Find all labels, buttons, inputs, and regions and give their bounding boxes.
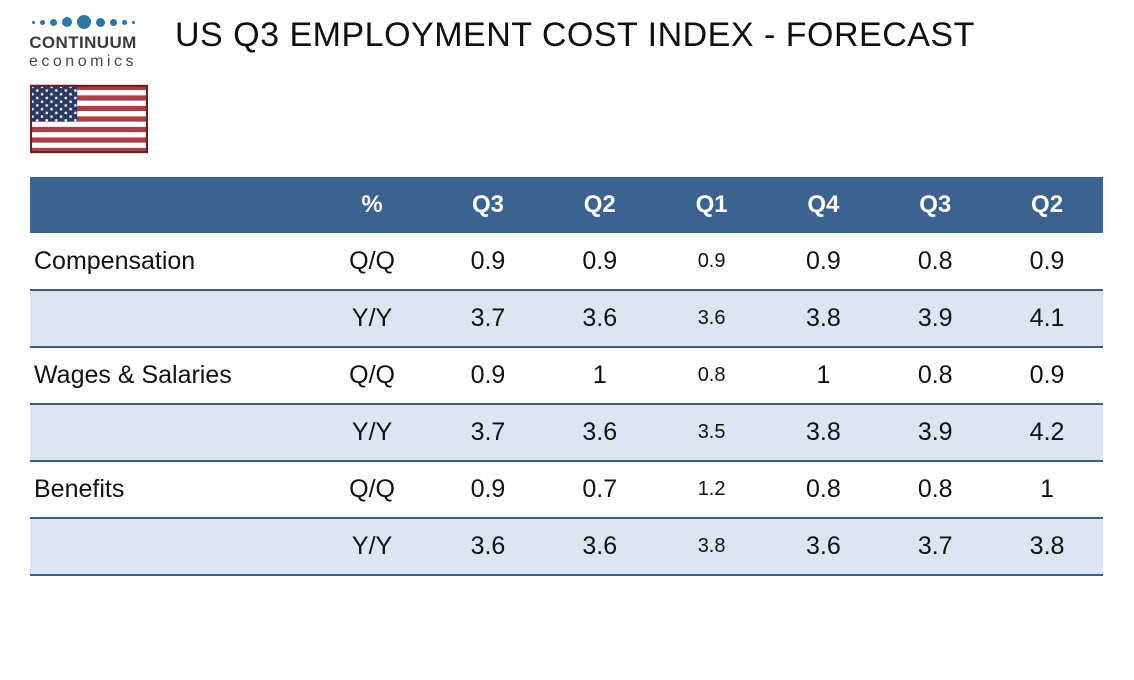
header-cell: Q1: [655, 177, 768, 233]
table-row: Benefits Q/Q 0.9 0.7 1.2 0.8 0.8 1: [30, 461, 1103, 519]
us-flag-icon: [30, 84, 148, 154]
value-cell: 0.8: [767, 461, 880, 519]
header-cell: Q2: [543, 177, 656, 233]
value-cell: 3.6: [655, 290, 768, 348]
value-cell: 3.6: [432, 518, 544, 576]
value-cell: 3.6: [543, 290, 656, 348]
value-cell: 4.1: [991, 290, 1103, 348]
row-label: Compensation: [30, 233, 313, 291]
table-row: Wages & Salaries Q/Q 0.9 1 0.8 1 0.8 0.9: [30, 347, 1103, 405]
value-cell: 0.7: [543, 461, 656, 519]
logo-brand-sub: economics: [29, 52, 137, 70]
row-measure: Y/Y: [312, 290, 433, 348]
row-measure: Q/Q: [312, 461, 433, 519]
header-cell: Q2: [991, 177, 1103, 233]
value-cell: 3.6: [543, 404, 656, 462]
value-cell: 1: [543, 347, 656, 405]
value-cell: 0.9: [543, 233, 656, 291]
value-cell: 3.8: [991, 518, 1103, 576]
row-measure: Q/Q: [312, 347, 433, 405]
row-label: Wages & Salaries: [30, 347, 313, 405]
header-cell: Q3: [879, 177, 992, 233]
row-label: Benefits: [30, 461, 313, 519]
row-label: [30, 404, 313, 462]
value-cell: 0.9: [432, 347, 544, 405]
table-body: Compensation Q/Q 0.9 0.9 0.9 0.9 0.8 0.9 Y/Y …: [30, 233, 1103, 576]
table-row: Y/Y 3.7 3.6 3.6 3.8 3.9 4.1: [30, 290, 1103, 348]
header-cell: Q3: [432, 177, 544, 233]
continuum-logo: CONTINUUM economics: [18, 13, 148, 71]
value-cell: 0.9: [991, 233, 1103, 291]
value-cell: 1: [767, 347, 880, 405]
value-cell: 0.8: [879, 461, 992, 519]
row-measure: Q/Q: [312, 233, 433, 291]
value-cell: 3.9: [879, 290, 992, 348]
row-measure: Y/Y: [312, 404, 433, 462]
row-label: [30, 518, 313, 576]
table-row: Y/Y 3.6 3.6 3.8 3.6 3.7 3.8: [30, 518, 1103, 576]
value-cell: 0.9: [991, 347, 1103, 405]
value-cell: 1: [991, 461, 1103, 519]
header-cell: %: [312, 177, 433, 233]
value-cell: 3.6: [767, 518, 880, 576]
value-cell: 0.9: [432, 461, 544, 519]
logo-brand-name: CONTINUUM: [29, 33, 137, 52]
value-cell: 3.9: [879, 404, 992, 462]
value-cell: 3.7: [879, 518, 992, 576]
value-cell: 0.8: [655, 347, 768, 405]
table-row: Y/Y 3.7 3.6 3.5 3.8 3.9 4.2: [30, 404, 1103, 462]
value-cell: 0.9: [767, 233, 880, 291]
value-cell: 0.8: [879, 233, 992, 291]
value-cell: 4.2: [991, 404, 1103, 462]
page-title: US Q3 EMPLOYMENT COST INDEX - FORECAST: [175, 16, 975, 54]
table-row: Compensation Q/Q 0.9 0.9 0.9 0.9 0.8 0.9: [30, 233, 1103, 291]
value-cell: 0.9: [432, 233, 544, 291]
value-cell: 3.8: [655, 518, 768, 576]
value-cell: 0.9: [655, 233, 768, 291]
table-header-row: % Q3 Q2 Q1 Q4 Q3 Q2: [30, 177, 1103, 233]
continuum-dots-icon: [18, 13, 148, 31]
value-cell: 3.7: [432, 290, 544, 348]
eci-forecast-table: % Q3 Q2 Q1 Q4 Q3 Q2 Compensation Q/Q 0.9 0.9 0.9…: [30, 177, 1103, 576]
value-cell: 3.8: [767, 404, 880, 462]
value-cell: 3.8: [767, 290, 880, 348]
value-cell: 3.5: [655, 404, 768, 462]
header-cell: [30, 177, 313, 233]
value-cell: 0.8: [879, 347, 992, 405]
value-cell: 3.6: [543, 518, 656, 576]
value-cell: 1.2: [655, 461, 768, 519]
value-cell: 3.7: [432, 404, 544, 462]
row-measure: Y/Y: [312, 518, 433, 576]
header-cell: Q4: [767, 177, 880, 233]
row-label: [30, 290, 313, 348]
